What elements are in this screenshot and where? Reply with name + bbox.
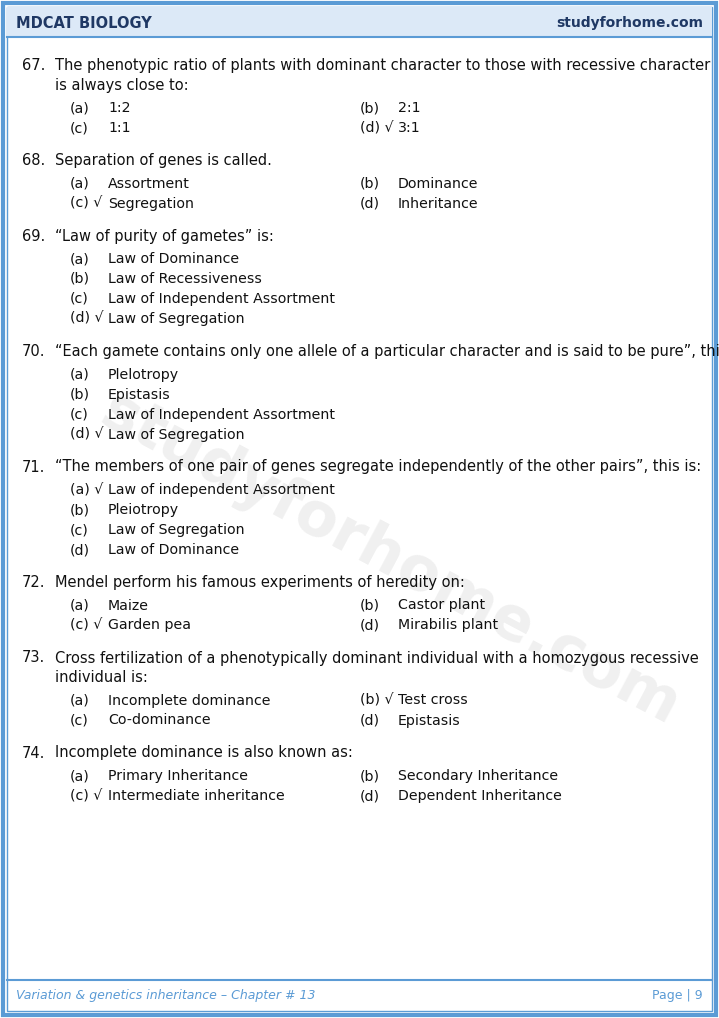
Text: (b): (b) xyxy=(70,503,90,517)
Text: “Law of purity of gametes” is:: “Law of purity of gametes” is: xyxy=(55,228,274,243)
Text: Separation of genes is called.: Separation of genes is called. xyxy=(55,153,272,168)
Text: Intermediate inheritance: Intermediate inheritance xyxy=(108,789,285,803)
Text: 72.: 72. xyxy=(22,575,45,590)
Text: (b): (b) xyxy=(360,176,380,190)
Text: (b): (b) xyxy=(70,272,90,286)
Text: is always close to:: is always close to: xyxy=(55,77,188,93)
Text: (a): (a) xyxy=(70,769,90,783)
Text: (d) √: (d) √ xyxy=(360,121,393,135)
Text: Test cross: Test cross xyxy=(398,693,468,708)
Text: Castor plant: Castor plant xyxy=(398,599,485,613)
Text: Law of Independent Assortment: Law of Independent Assortment xyxy=(108,292,335,306)
Text: Inheritance: Inheritance xyxy=(398,196,479,211)
Text: 69.: 69. xyxy=(22,228,45,243)
Text: Segregation: Segregation xyxy=(108,196,194,211)
Text: (c): (c) xyxy=(70,714,88,728)
Text: Garden pea: Garden pea xyxy=(108,619,191,632)
Text: Mendel perform his famous experiments of heredity on:: Mendel perform his famous experiments of… xyxy=(55,575,465,590)
Text: Law of Dominance: Law of Dominance xyxy=(108,543,239,557)
Text: (d) √: (d) √ xyxy=(70,312,104,326)
Text: Primary Inheritance: Primary Inheritance xyxy=(108,769,248,783)
Text: 73.: 73. xyxy=(22,651,45,666)
Text: 2:1: 2:1 xyxy=(398,101,421,115)
Text: 74.: 74. xyxy=(22,745,45,760)
Text: Page | 9: Page | 9 xyxy=(652,988,703,1002)
Text: Law of Segregation: Law of Segregation xyxy=(108,428,244,442)
Text: (c): (c) xyxy=(70,121,88,135)
Text: (a): (a) xyxy=(70,101,90,115)
Text: Dominance: Dominance xyxy=(398,176,479,190)
Text: 3:1: 3:1 xyxy=(398,121,421,135)
Text: (d): (d) xyxy=(360,789,380,803)
Text: (c): (c) xyxy=(70,523,88,538)
Text: 71.: 71. xyxy=(22,459,45,474)
Text: Epistasis: Epistasis xyxy=(398,714,461,728)
Text: “The members of one pair of genes segregate independently of the other pairs”, t: “The members of one pair of genes segreg… xyxy=(55,459,701,474)
Text: (b) √: (b) √ xyxy=(360,693,393,708)
Text: (b): (b) xyxy=(360,769,380,783)
Text: studyforhome.com: studyforhome.com xyxy=(91,382,690,738)
Text: (a): (a) xyxy=(70,367,90,382)
Text: Variation & genetics inheritance – Chapter # 13: Variation & genetics inheritance – Chapt… xyxy=(16,988,316,1002)
Text: (a): (a) xyxy=(70,176,90,190)
Text: (b): (b) xyxy=(360,599,380,613)
Text: (a): (a) xyxy=(70,599,90,613)
Text: 67.: 67. xyxy=(22,58,45,73)
Text: Pleiotropy: Pleiotropy xyxy=(108,503,179,517)
Text: studyforhome.com: studyforhome.com xyxy=(556,16,703,30)
Text: (d): (d) xyxy=(360,714,380,728)
Text: 1:2: 1:2 xyxy=(108,101,131,115)
Text: “Each gamete contains only one allele of a particular character and is said to b: “Each gamete contains only one allele of… xyxy=(55,344,719,359)
Text: (d): (d) xyxy=(360,196,380,211)
Text: (b): (b) xyxy=(70,388,90,401)
Text: (a): (a) xyxy=(70,693,90,708)
Text: (d) √: (d) √ xyxy=(70,428,104,442)
Text: Incomplete dominance: Incomplete dominance xyxy=(108,693,270,708)
Text: Maize: Maize xyxy=(108,599,149,613)
Text: Cross fertilization of a phenotypically dominant individual with a homozygous re: Cross fertilization of a phenotypically … xyxy=(55,651,699,666)
Text: (d): (d) xyxy=(360,619,380,632)
Text: Law of Dominance: Law of Dominance xyxy=(108,252,239,266)
Text: Law of Segregation: Law of Segregation xyxy=(108,312,244,326)
Text: 70.: 70. xyxy=(22,344,45,359)
Text: (d): (d) xyxy=(70,543,90,557)
Text: Incomplete dominance is also known as:: Incomplete dominance is also known as: xyxy=(55,745,353,760)
Text: 1:1: 1:1 xyxy=(108,121,131,135)
Text: Law of independent Assortment: Law of independent Assortment xyxy=(108,483,335,497)
Text: Assortment: Assortment xyxy=(108,176,190,190)
Text: (c): (c) xyxy=(70,292,88,306)
Text: Law of Independent Assortment: Law of Independent Assortment xyxy=(108,407,335,421)
Text: Co-dominance: Co-dominance xyxy=(108,714,211,728)
Text: Plelotropy: Plelotropy xyxy=(108,367,179,382)
Text: (c) √: (c) √ xyxy=(70,789,102,803)
Text: individual is:: individual is: xyxy=(55,670,148,685)
Text: 68.: 68. xyxy=(22,153,45,168)
Text: Mirabilis plant: Mirabilis plant xyxy=(398,619,498,632)
Text: The phenotypic ratio of plants with dominant character to those with recessive c: The phenotypic ratio of plants with domi… xyxy=(55,58,710,73)
Text: (a): (a) xyxy=(70,252,90,266)
Text: Secondary Inheritance: Secondary Inheritance xyxy=(398,769,558,783)
Text: Epistasis: Epistasis xyxy=(108,388,170,401)
Text: MDCAT BIOLOGY: MDCAT BIOLOGY xyxy=(16,15,152,31)
Text: (a) √: (a) √ xyxy=(70,483,104,497)
Bar xyxy=(7,7,712,37)
Text: (c) √: (c) √ xyxy=(70,619,102,632)
Text: Law of Segregation: Law of Segregation xyxy=(108,523,244,538)
Text: (c): (c) xyxy=(70,407,88,421)
Text: (c) √: (c) √ xyxy=(70,196,102,211)
Text: Dependent Inheritance: Dependent Inheritance xyxy=(398,789,562,803)
Text: Law of Recessiveness: Law of Recessiveness xyxy=(108,272,262,286)
Text: (b): (b) xyxy=(360,101,380,115)
